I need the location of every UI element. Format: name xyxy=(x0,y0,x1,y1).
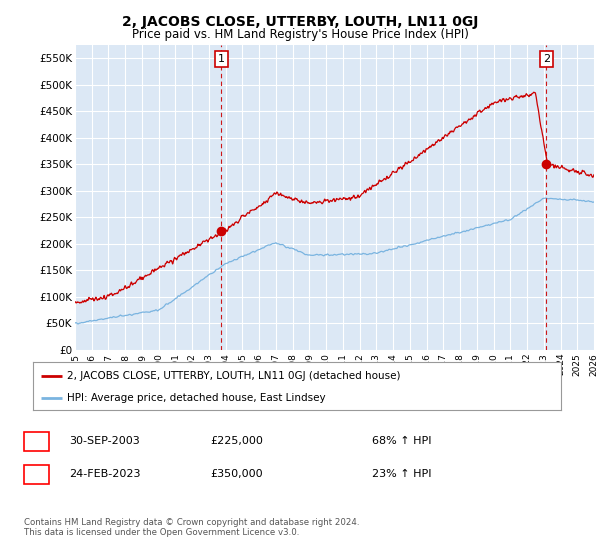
Text: 2, JACOBS CLOSE, UTTERBY, LOUTH, LN11 0GJ (detached house): 2, JACOBS CLOSE, UTTERBY, LOUTH, LN11 0G… xyxy=(67,371,401,381)
Text: Price paid vs. HM Land Registry's House Price Index (HPI): Price paid vs. HM Land Registry's House … xyxy=(131,28,469,41)
Text: £350,000: £350,000 xyxy=(211,469,263,479)
Text: 68% ↑ HPI: 68% ↑ HPI xyxy=(372,436,431,446)
Text: £225,000: £225,000 xyxy=(211,436,263,446)
Text: 1: 1 xyxy=(218,54,225,64)
Text: 2: 2 xyxy=(33,469,40,479)
Text: 2, JACOBS CLOSE, UTTERBY, LOUTH, LN11 0GJ: 2, JACOBS CLOSE, UTTERBY, LOUTH, LN11 0G… xyxy=(122,15,478,29)
Text: 30-SEP-2003: 30-SEP-2003 xyxy=(70,436,140,446)
Text: HPI: Average price, detached house, East Lindsey: HPI: Average price, detached house, East… xyxy=(67,393,326,403)
Text: 1: 1 xyxy=(33,436,40,446)
Text: Contains HM Land Registry data © Crown copyright and database right 2024.
This d: Contains HM Land Registry data © Crown c… xyxy=(24,518,359,538)
Text: 2: 2 xyxy=(543,54,550,64)
Text: 23% ↑ HPI: 23% ↑ HPI xyxy=(372,469,431,479)
Text: 24-FEB-2023: 24-FEB-2023 xyxy=(69,469,141,479)
